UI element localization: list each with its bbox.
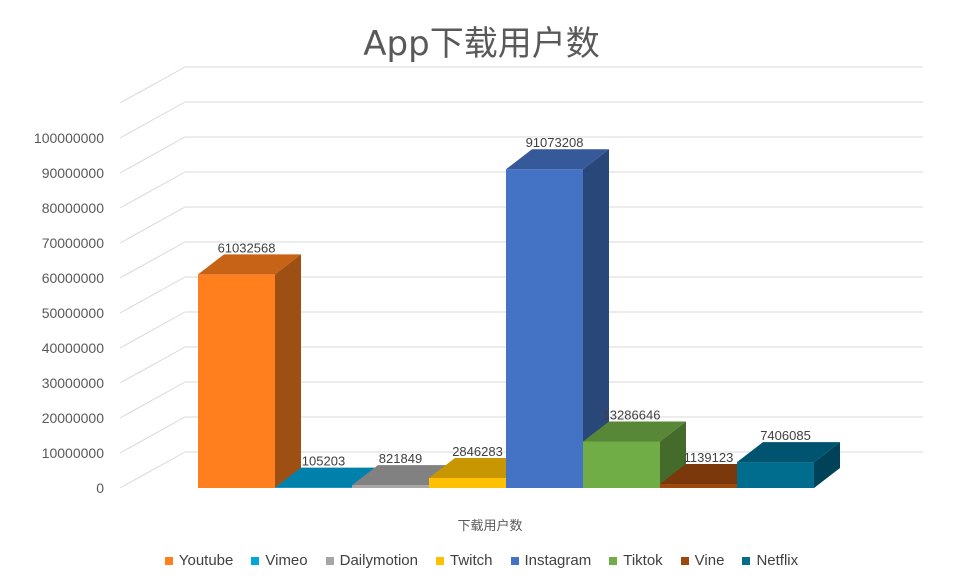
gridline-diagonal — [119, 381, 186, 419]
gridline-diagonal — [119, 171, 186, 209]
legend-item-netflix: Netflix — [742, 552, 798, 569]
gridline-diagonal — [119, 276, 186, 314]
data-label-vimeo: 105203 — [302, 454, 345, 469]
legend-label: Vine — [694, 552, 725, 569]
legend-label: Netflix — [756, 552, 799, 569]
legend-swatch — [164, 556, 173, 565]
y-tick-label: 50000000 — [42, 305, 105, 321]
chart-title: App下载用户数 — [363, 24, 600, 64]
gridline-diagonal — [119, 136, 186, 174]
legend-label: Instagram — [524, 552, 592, 569]
bar-netflix-front — [737, 462, 814, 488]
legend-item-vine: Vine — [680, 552, 725, 569]
gridline-diagonal — [119, 101, 186, 139]
legend-item-youtube: Youtube — [164, 552, 234, 569]
y-tick-label: 90000000 — [42, 165, 105, 181]
legend-swatch — [609, 556, 618, 565]
legend-item-instagram: Instagram — [510, 552, 592, 569]
bar-vimeo-top — [275, 467, 378, 488]
legend-swatch — [436, 556, 444, 565]
legend-item-dailymotion: Dailymotion — [325, 552, 418, 569]
legend-item-tiktok: Tiktok — [609, 552, 663, 569]
gridline-diagonal — [119, 241, 186, 279]
data-label-vine: 1139123 — [684, 450, 734, 465]
data-label-twitch: 2846283 — [452, 444, 503, 459]
legend-swatch — [510, 556, 519, 565]
legend-label: Tiktok — [623, 552, 663, 569]
legend-label: Vimeo — [265, 552, 308, 569]
legend-label: Twitch — [450, 552, 493, 569]
gridline-diagonal — [119, 66, 186, 104]
y-tick-label: 20000000 — [42, 410, 105, 426]
bar-instagram-front — [506, 169, 583, 488]
bar-youtube-side — [275, 254, 301, 488]
data-label-netflix: 7406085 — [760, 428, 811, 443]
bar-dailymotion-front — [352, 485, 429, 488]
data-label-instagram: 91073208 — [526, 135, 584, 150]
legend-label: Youtube — [178, 552, 234, 569]
bar-tiktok-front — [583, 441, 660, 488]
gridline-diagonal — [119, 346, 186, 384]
legend-item-twitch: Twitch — [436, 552, 493, 569]
y-tick-label: 40000000 — [42, 340, 105, 356]
data-label-dailymotion: 821849 — [379, 451, 422, 466]
legend-swatch — [680, 556, 689, 565]
y-tick-label: 60000000 — [42, 270, 105, 286]
chart-legend: Youtube Vimeo Dailymotion Twitch Instagram Ti… — [0, 552, 963, 569]
gridline-diagonal — [119, 416, 186, 454]
y-tick-label: 0 — [96, 480, 104, 496]
bar-twitch-front — [429, 478, 506, 488]
data-label-youtube: 61032568 — [218, 240, 276, 255]
gridline-diagonal — [119, 206, 186, 244]
y-tick-label: 100000000 — [34, 130, 104, 146]
legend-label: Dailymotion — [339, 552, 418, 569]
gridline-diagonal — [119, 451, 186, 489]
gridline-diagonal — [119, 311, 186, 349]
legend-swatch — [251, 556, 260, 565]
bar-instagram-side — [583, 149, 609, 488]
data-label-tiktok: 13286646 — [603, 407, 661, 422]
legend-swatch — [325, 556, 334, 565]
legend-swatch — [742, 556, 751, 565]
legend-item-vimeo: Vimeo — [251, 552, 308, 569]
y-tick-label: 70000000 — [42, 235, 105, 251]
x-axis-label: 下载用户数 — [457, 518, 522, 534]
y-tick-label: 10000000 — [42, 445, 105, 461]
bar-youtube-front — [198, 274, 275, 488]
bar-netflix-top — [737, 442, 840, 463]
y-tick-label: 80000000 — [42, 200, 105, 216]
bar-youtube-top — [198, 254, 301, 275]
bar-vine-front — [660, 484, 737, 488]
bar-netflix-side — [814, 442, 840, 488]
bar-tiktok-top — [583, 421, 686, 442]
y-tick-label: 30000000 — [42, 375, 105, 391]
bar-instagram-top — [506, 149, 609, 170]
